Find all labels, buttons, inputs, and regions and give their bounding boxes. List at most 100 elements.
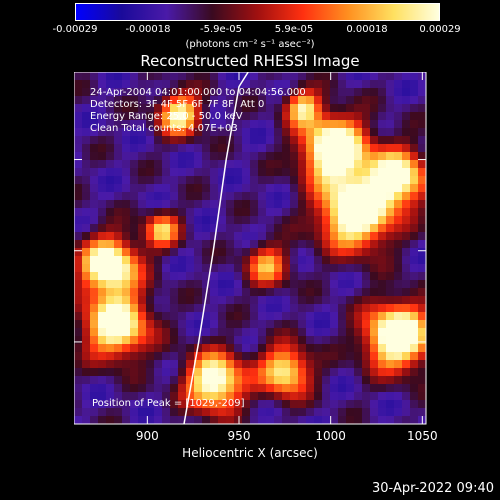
- heatmap-cell: [186, 224, 194, 232]
- heatmap-cell: [138, 168, 146, 176]
- heatmap-cell: [362, 88, 370, 96]
- heatmap-cell: [370, 304, 378, 312]
- heatmap-cell: [402, 328, 410, 336]
- heatmap-cell: [394, 304, 402, 312]
- heatmap-cell: [282, 104, 290, 112]
- heatmap-cell: [186, 152, 194, 160]
- heatmap-cell: [194, 320, 202, 328]
- heatmap-cell: [226, 208, 234, 216]
- heatmap-cell: [266, 72, 274, 80]
- heatmap-cell: [354, 128, 362, 136]
- heatmap-cell: [74, 216, 82, 224]
- heatmap-cell: [314, 344, 322, 352]
- heatmap-cell: [354, 392, 362, 400]
- heatmap-cell: [378, 352, 386, 360]
- heatmap-cell: [322, 280, 330, 288]
- heatmap-cell: [266, 208, 274, 216]
- heatmap-cell: [346, 288, 354, 296]
- heatmap-cell: [138, 192, 146, 200]
- heatmap-cell: [186, 288, 194, 296]
- heatmap-cell: [186, 192, 194, 200]
- heatmap-cell: [418, 368, 426, 376]
- heatmap-cell: [170, 408, 178, 416]
- heatmap-cell: [410, 120, 418, 128]
- heatmap-cell: [218, 216, 226, 224]
- heatmap-cell: [386, 184, 394, 192]
- heatmap-cell: [194, 416, 202, 424]
- heatmap-cell: [378, 216, 386, 224]
- heatmap-cell: [402, 160, 410, 168]
- heatmap-cell: [146, 144, 154, 152]
- heatmap-cell: [314, 128, 322, 136]
- heatmap-cell: [378, 344, 386, 352]
- heatmap-cell: [170, 136, 178, 144]
- heatmap-cell: [298, 160, 306, 168]
- heatmap-cell: [210, 336, 218, 344]
- heatmap-cell: [386, 192, 394, 200]
- heatmap-cell: [194, 240, 202, 248]
- heatmap-cell: [218, 272, 226, 280]
- heatmap-cell: [202, 376, 210, 384]
- heatmap-cell: [370, 168, 378, 176]
- heatmap-cell: [106, 400, 114, 408]
- heatmap-cell: [266, 112, 274, 120]
- heatmap-cell: [82, 264, 90, 272]
- heatmap-cell: [362, 184, 370, 192]
- heatmap-cell: [386, 288, 394, 296]
- heatmap-cell: [98, 192, 106, 200]
- solar-limb-curve: [183, 72, 249, 425]
- heatmap-cell: [98, 72, 106, 80]
- plot-frame: [74, 72, 427, 425]
- heatmap-cell: [138, 344, 146, 352]
- heatmap-cell: [74, 144, 82, 152]
- x-axis-label: Heliocentric X (arcsec): [182, 446, 318, 460]
- heatmap-cell: [282, 336, 290, 344]
- heatmap-cell: [274, 272, 282, 280]
- heatmap-cell: [250, 160, 258, 168]
- heatmap-cell: [170, 248, 178, 256]
- heatmap-cell: [162, 168, 170, 176]
- heatmap-cell: [162, 376, 170, 384]
- heatmap-cell: [330, 376, 338, 384]
- heatmap-cell: [234, 224, 242, 232]
- heatmap-cell: [306, 376, 314, 384]
- heatmap-cell: [418, 208, 426, 216]
- heatmap-cell: [370, 280, 378, 288]
- heatmap-cell: [74, 104, 82, 112]
- heatmap-cell: [186, 408, 194, 416]
- heatmap-cell: [370, 416, 378, 424]
- heatmap-cell: [274, 80, 282, 88]
- heatmap-cell: [298, 320, 306, 328]
- heatmap-cell: [322, 256, 330, 264]
- heatmap-cell: [186, 352, 194, 360]
- heatmap-cell: [338, 152, 346, 160]
- heatmap-cell: [306, 248, 314, 256]
- heatmap-cell: [170, 128, 178, 136]
- heatmap-cell: [298, 80, 306, 88]
- heatmap-cell: [122, 336, 130, 344]
- heatmap-cell: [266, 392, 274, 400]
- heatmap-cell: [130, 144, 138, 152]
- heatmap-cell: [274, 120, 282, 128]
- heatmap-cell: [402, 312, 410, 320]
- heatmap-cell: [394, 160, 402, 168]
- heatmap-cell: [226, 376, 234, 384]
- heatmap-cell: [162, 392, 170, 400]
- heatmap-cell: [210, 176, 218, 184]
- heatmap-cell: [282, 360, 290, 368]
- heatmap-cell: [250, 368, 258, 376]
- heatmap-cell: [378, 392, 386, 400]
- heatmap-cell: [106, 360, 114, 368]
- heatmap-cell: [314, 192, 322, 200]
- heatmap-cell: [330, 360, 338, 368]
- heatmap-cell: [298, 360, 306, 368]
- heatmap-cell: [274, 160, 282, 168]
- heatmap-cell: [242, 88, 250, 96]
- heatmap-cell: [258, 248, 266, 256]
- heatmap-cell: [378, 128, 386, 136]
- heatmap-cell: [106, 368, 114, 376]
- heatmap-cell: [298, 328, 306, 336]
- heatmap-cell: [290, 216, 298, 224]
- heatmap-cell: [258, 232, 266, 240]
- heatmap-cell: [130, 280, 138, 288]
